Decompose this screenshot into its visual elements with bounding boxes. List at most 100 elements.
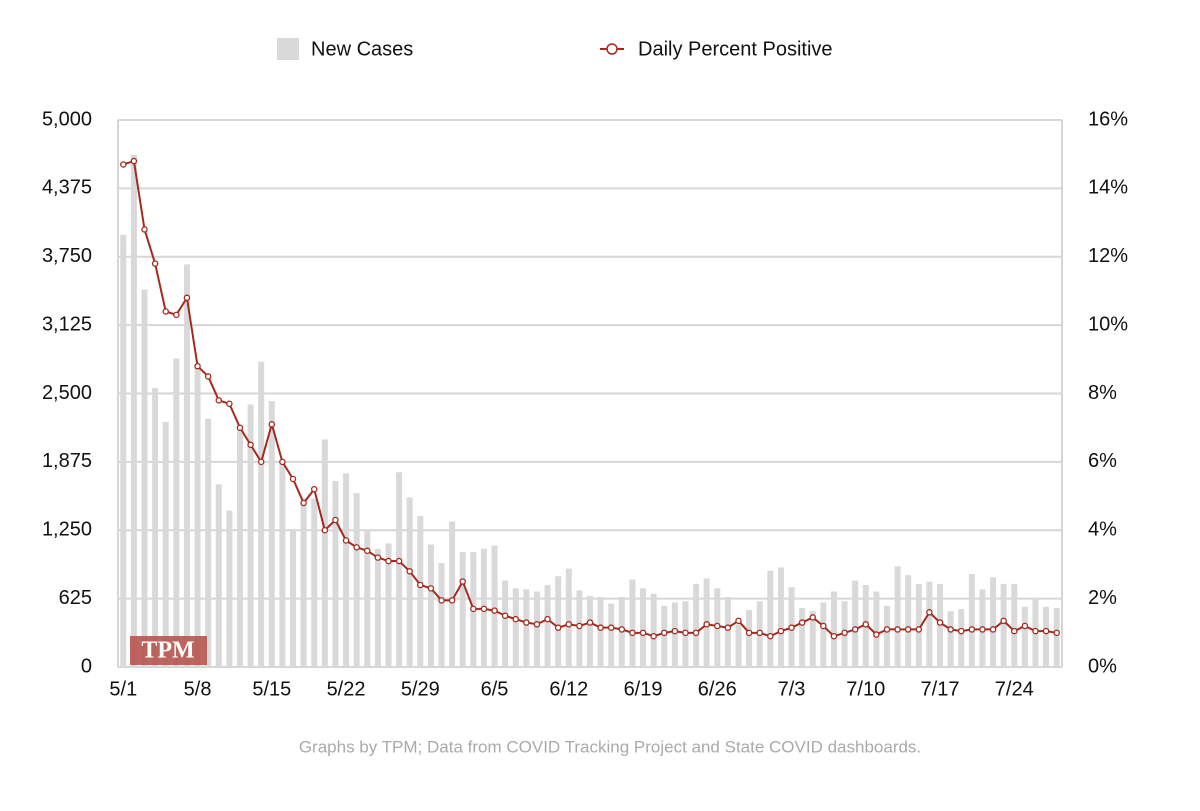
x-tick-label: 6/12	[549, 678, 588, 700]
line-marker	[660, 629, 668, 637]
logo-box	[130, 636, 207, 665]
legend-label: Daily Percent Positive	[638, 38, 833, 60]
line-marker	[1000, 617, 1007, 625]
source-note: Graphs by TPM; Data from COVID Tracking …	[299, 737, 921, 756]
bar	[650, 593, 657, 667]
line-marker	[183, 294, 191, 302]
line-marker	[618, 626, 626, 633]
line-marker	[957, 627, 965, 635]
line-marker	[682, 629, 689, 637]
bar	[958, 609, 965, 667]
bar	[735, 624, 742, 667]
bar	[661, 605, 668, 667]
line-marker	[650, 632, 657, 640]
bar	[226, 510, 233, 667]
line-marker	[1053, 629, 1060, 637]
y-tick-label: 2,500	[42, 382, 92, 404]
bar	[873, 591, 880, 667]
bar	[1021, 606, 1028, 667]
line-marker	[289, 475, 297, 483]
line-marker	[745, 629, 753, 637]
x-tick-label: 5/29	[401, 678, 440, 700]
line-marker	[173, 311, 180, 319]
bar	[883, 605, 890, 667]
line-marker	[268, 421, 276, 428]
line-marker	[1011, 627, 1018, 635]
line-marker	[151, 260, 159, 267]
line-marker	[448, 597, 456, 604]
bar	[173, 358, 180, 667]
line-marker	[714, 622, 721, 630]
line-marker	[597, 624, 604, 631]
x-tick-label: 7/24	[995, 678, 1034, 700]
bar	[385, 543, 392, 667]
x-tick-label: 7/17	[921, 678, 960, 700]
y2-tick-label: 4%	[1088, 519, 1117, 541]
line-marker	[830, 632, 838, 640]
bar	[406, 497, 413, 667]
line-marker	[979, 626, 986, 633]
bar	[629, 579, 636, 667]
line-marker	[427, 585, 435, 592]
bar	[236, 429, 243, 667]
line-marker	[523, 619, 530, 626]
line-marker	[120, 161, 127, 168]
bar	[544, 584, 551, 667]
line-marker	[692, 629, 700, 637]
line-marker	[459, 578, 466, 585]
bar	[1011, 583, 1018, 667]
x-tick-label: 5/15	[252, 678, 291, 700]
line-marker	[576, 622, 583, 630]
bar	[258, 361, 265, 667]
line-marker	[915, 626, 923, 633]
bar	[449, 521, 456, 667]
bar	[162, 421, 169, 667]
line-marker	[756, 629, 763, 637]
x-tick-label: 5/1	[109, 678, 137, 700]
y2-tick-label: 10%	[1088, 313, 1128, 335]
legend-label: New Cases	[311, 38, 413, 60]
y-tick-label: 625	[59, 587, 92, 609]
line-marker	[798, 619, 806, 626]
bar	[417, 516, 424, 667]
line-marker	[364, 547, 371, 555]
y-tick-label: 1,250	[42, 519, 92, 541]
line-marker	[141, 226, 148, 233]
bar	[671, 602, 678, 667]
bar	[512, 588, 519, 667]
y2-tick-label: 8%	[1088, 382, 1117, 404]
bar	[194, 367, 201, 667]
x-tick-label: 6/26	[698, 678, 737, 700]
line-marker	[480, 605, 488, 613]
line-marker	[438, 597, 445, 604]
bar	[1043, 606, 1050, 667]
y-tick-label: 1,875	[42, 450, 92, 472]
bar	[396, 472, 403, 667]
line-marker	[703, 621, 710, 628]
bar	[364, 529, 371, 667]
bar	[968, 574, 975, 667]
line-marker	[385, 557, 392, 565]
bar	[640, 588, 647, 667]
line-marker	[809, 614, 816, 621]
line-marker	[544, 615, 551, 623]
bar	[905, 575, 912, 667]
line-marker	[968, 626, 976, 633]
bar	[374, 548, 381, 667]
line-marker	[851, 626, 859, 633]
bar	[565, 568, 572, 667]
line-marker	[820, 622, 827, 630]
line-marker	[1032, 627, 1039, 635]
bar	[777, 567, 784, 667]
bar	[120, 234, 127, 667]
line-marker	[629, 629, 636, 637]
line-marker	[926, 609, 933, 616]
bar	[894, 566, 901, 667]
line-marker	[607, 624, 615, 631]
line-marker	[406, 568, 413, 575]
bar	[820, 602, 827, 667]
line-marker	[671, 627, 679, 635]
line-marker	[194, 362, 201, 370]
bar	[523, 589, 530, 667]
